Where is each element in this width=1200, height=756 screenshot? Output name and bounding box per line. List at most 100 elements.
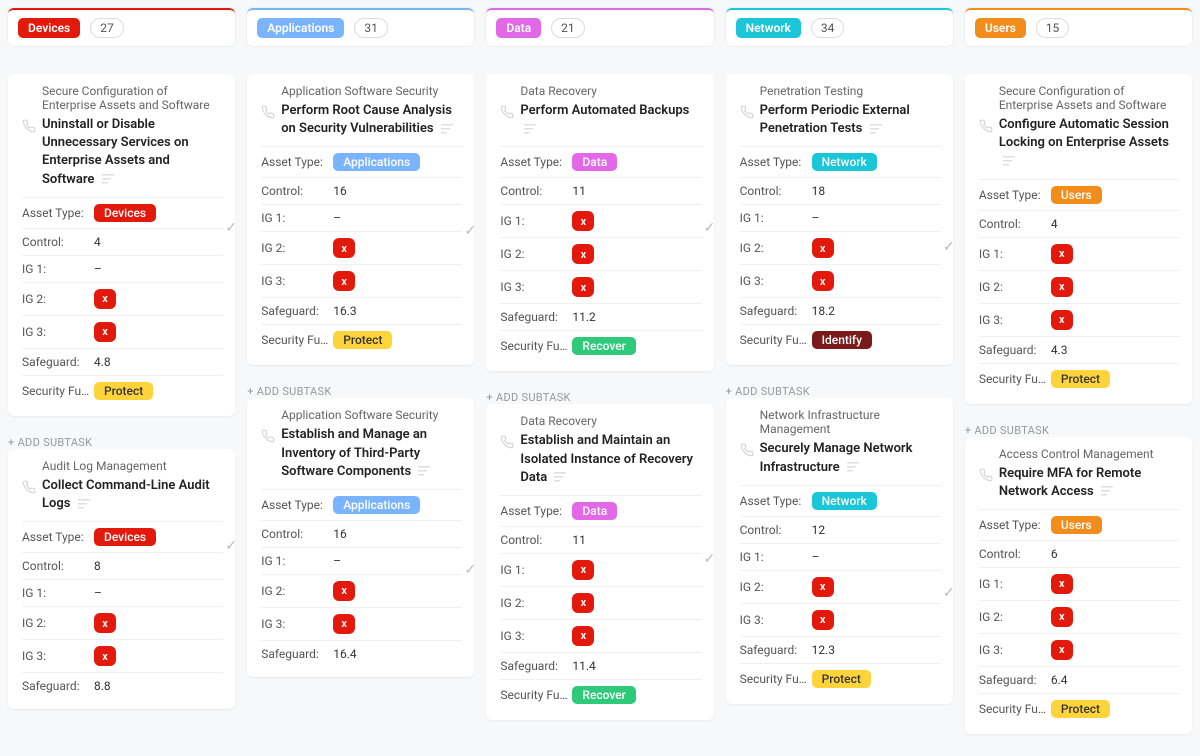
add-subtask-button[interactable]: + ADD SUBTASK bbox=[486, 385, 713, 404]
card-title: Perform Periodic External Penetration Te… bbox=[760, 102, 941, 138]
x-chip: x bbox=[572, 277, 594, 297]
card-title: Establish and Manage an Inventory of Thi… bbox=[281, 426, 462, 481]
asset-badge: Network bbox=[812, 492, 877, 510]
x-chip: x bbox=[812, 238, 834, 258]
check-icon: ✓ bbox=[704, 220, 716, 236]
x-chip: x bbox=[572, 626, 594, 646]
column-header[interactable]: Users 15 bbox=[965, 8, 1192, 46]
card-title: Collect Command-Line Audit Logs bbox=[42, 477, 223, 513]
column-count: 21 bbox=[551, 18, 585, 38]
asset-badge: Devices bbox=[94, 204, 156, 222]
x-chip: x bbox=[1051, 640, 1073, 660]
column-count: 31 bbox=[354, 18, 388, 38]
card-title: Perform Automated Backups bbox=[520, 102, 701, 138]
task-card[interactable]: ✓ Secure Configuration of Enterprise Asse… bbox=[8, 74, 235, 416]
x-chip: x bbox=[1051, 310, 1073, 330]
func-badge: Protect bbox=[1051, 370, 1110, 388]
check-icon: ✓ bbox=[464, 562, 476, 578]
asset-badge: Applications bbox=[333, 496, 420, 514]
func-badge: Protect bbox=[94, 382, 153, 400]
card-category: Secure Configuration of Enterprise Asset… bbox=[999, 84, 1180, 112]
add-subtask-button[interactable]: + ADD SUBTASK bbox=[726, 379, 953, 398]
card-category: Secure Configuration of Enterprise Asset… bbox=[42, 84, 223, 112]
card-title: Require MFA for Remote Network Access bbox=[999, 465, 1180, 501]
x-chip: x bbox=[812, 271, 834, 291]
asset-badge: Data bbox=[572, 153, 617, 171]
column-pill: Users bbox=[975, 18, 1026, 38]
column-header[interactable]: Applications 31 bbox=[247, 8, 474, 46]
card-category: Data Recovery bbox=[520, 84, 701, 98]
card-category: Audit Log Management bbox=[42, 459, 223, 473]
card-title: Uninstall or Disable Unnecessary Service… bbox=[42, 116, 223, 189]
card-category: Penetration Testing bbox=[760, 84, 941, 98]
card-title: Perform Root Cause Analysis on Security … bbox=[281, 102, 462, 138]
x-chip: x bbox=[94, 613, 116, 633]
x-chip: x bbox=[94, 646, 116, 666]
func-badge: Recover bbox=[572, 337, 636, 355]
column-pill: Applications bbox=[257, 18, 344, 38]
asset-badge: Users bbox=[1051, 516, 1102, 534]
column-pill: Data bbox=[496, 18, 541, 38]
asset-badge: Devices bbox=[94, 528, 156, 546]
task-card[interactable]: ✓ Audit Log Management Collect Command-Lin… bbox=[8, 449, 235, 709]
check-icon: ✓ bbox=[943, 239, 955, 255]
task-card[interactable]: ✓ Application Software Security Establish … bbox=[247, 398, 474, 677]
func-badge: Protect bbox=[1051, 700, 1110, 718]
x-chip: x bbox=[333, 581, 355, 601]
func-badge: Recover bbox=[572, 686, 636, 704]
card-category: Application Software Security bbox=[281, 84, 462, 98]
x-chip: x bbox=[572, 211, 594, 231]
x-chip: x bbox=[812, 577, 834, 597]
asset-badge: Network bbox=[812, 153, 877, 171]
add-subtask-button[interactable]: + ADD SUBTASK bbox=[965, 418, 1192, 437]
card-title: Securely Manage Network Infrastructure bbox=[760, 440, 941, 476]
check-icon: ✓ bbox=[943, 585, 955, 601]
x-chip: x bbox=[333, 271, 355, 291]
column-count: 34 bbox=[811, 18, 845, 38]
check-icon: ✓ bbox=[225, 538, 237, 554]
add-subtask-button[interactable]: + ADD SUBTASK bbox=[247, 379, 474, 398]
x-chip: x bbox=[572, 560, 594, 580]
func-badge: Protect bbox=[333, 331, 392, 349]
check-icon: ✓ bbox=[225, 220, 237, 236]
x-chip: x bbox=[1051, 607, 1073, 627]
task-card[interactable]: ✓ Application Software Security Perform Ro… bbox=[247, 74, 474, 365]
x-chip: x bbox=[333, 238, 355, 258]
task-card[interactable]: ✓ Penetration Testing Perform Periodic Ext… bbox=[726, 74, 953, 365]
card-title: Establish and Maintain an Isolated Insta… bbox=[520, 432, 701, 487]
x-chip: x bbox=[94, 289, 116, 309]
x-chip: x bbox=[1051, 244, 1073, 264]
column-count: 15 bbox=[1036, 18, 1070, 38]
x-chip: x bbox=[94, 322, 116, 342]
check-icon: ✓ bbox=[704, 551, 716, 567]
column-count: 27 bbox=[90, 18, 124, 38]
x-chip: x bbox=[1051, 277, 1073, 297]
task-card[interactable]: ✓Access Control ManagementRequire MFA fo… bbox=[965, 437, 1192, 734]
func-badge: Protect bbox=[812, 670, 871, 688]
task-card[interactable]: ✓Secure Configuration of Enterprise Asse… bbox=[965, 74, 1192, 404]
column-pill: Network bbox=[736, 18, 801, 38]
x-chip: x bbox=[333, 614, 355, 634]
column-pill: Devices bbox=[18, 18, 80, 38]
column-header[interactable]: Data 21 bbox=[486, 8, 713, 46]
card-category: Data Recovery bbox=[520, 414, 701, 428]
add-subtask-button[interactable]: + ADD SUBTASK bbox=[8, 430, 235, 449]
x-chip: x bbox=[572, 593, 594, 613]
column-header[interactable]: Devices 27 bbox=[8, 8, 235, 46]
task-card[interactable]: ✓ Data Recovery Establish and Maintain an … bbox=[486, 404, 713, 720]
check-icon: ✓ bbox=[464, 223, 476, 239]
x-chip: x bbox=[812, 610, 834, 630]
card-category: Network Infrastructure Management bbox=[760, 408, 941, 436]
card-category: Application Software Security bbox=[281, 408, 462, 422]
asset-badge: Data bbox=[572, 502, 617, 520]
asset-badge: Users bbox=[1051, 186, 1102, 204]
x-chip: x bbox=[1051, 574, 1073, 594]
func-badge: Identify bbox=[812, 331, 872, 349]
card-title: Configure Automatic Session Locking on E… bbox=[999, 116, 1180, 171]
task-card[interactable]: ✓ Network Infrastructure Management Secure… bbox=[726, 398, 953, 703]
column-header[interactable]: Network 34 bbox=[726, 8, 953, 46]
x-chip: x bbox=[572, 244, 594, 264]
asset-badge: Applications bbox=[333, 153, 420, 171]
card-category: Access Control Management bbox=[999, 447, 1180, 461]
task-card[interactable]: ✓Data RecoveryPerform Automated Backups … bbox=[486, 74, 713, 371]
